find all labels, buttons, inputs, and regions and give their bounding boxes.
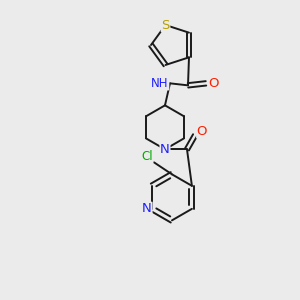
Text: O: O [209,77,219,90]
Text: S: S [161,19,170,32]
Text: N: N [142,202,152,215]
Text: N: N [160,143,170,156]
Text: O: O [197,125,207,138]
Text: Cl: Cl [141,150,153,163]
Text: NH: NH [151,77,169,90]
